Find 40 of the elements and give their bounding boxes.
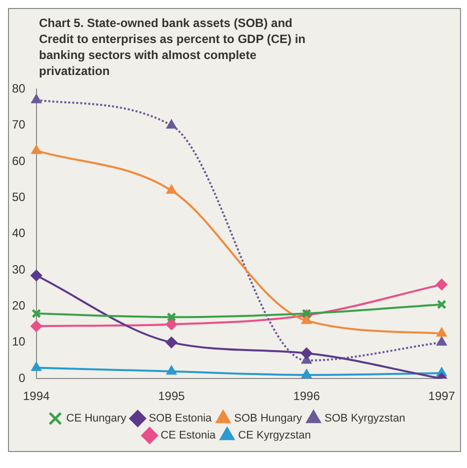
point	[30, 270, 42, 282]
legend-label: CE Kyrgyzstan	[238, 430, 311, 442]
x-tick-label: 1997	[428, 389, 456, 404]
point	[166, 184, 177, 194]
point	[300, 348, 312, 360]
point	[301, 369, 312, 378]
y-tick-label: 0	[18, 370, 26, 385]
point	[31, 144, 42, 154]
legend-label: SOB Kyrgyzstan	[324, 412, 406, 425]
legend-label: CE Hungary	[66, 412, 127, 425]
point	[436, 300, 446, 310]
point	[166, 366, 177, 375]
legend-label: CE Estonia	[160, 430, 217, 442]
point	[166, 318, 178, 330]
point	[301, 314, 312, 324]
point	[436, 278, 448, 290]
chart-title: Chart 5. State-owned bank assets (SOB) and Credit to enterprises as percent to GDP (CE) in banking sectors with almost complete privatization	[38, 15, 307, 79]
x-tick-label: 1995	[158, 389, 186, 404]
y-tick-label: 80	[12, 82, 26, 96]
point	[31, 362, 42, 371]
y-tick-label: 70	[12, 118, 26, 132]
y-tick-label: 30	[12, 262, 26, 276]
point	[436, 328, 447, 337]
x-tick-label: 1996	[293, 389, 320, 404]
point	[436, 336, 447, 346]
y-tick-label: 50	[12, 190, 26, 204]
x-tick-label: 1994	[22, 389, 50, 404]
point	[32, 308, 42, 318]
point	[30, 320, 42, 332]
y-tick-label: 20	[12, 298, 26, 313]
legend-label: SOB Estonia	[148, 412, 213, 425]
y-tick-label: 40	[12, 226, 26, 240]
legend-label: SOB Hungary	[234, 412, 303, 425]
point	[31, 94, 42, 104]
point	[302, 308, 312, 318]
y-tick-label: 10	[12, 334, 26, 349]
point	[166, 336, 178, 348]
y-tick-label: 60	[12, 154, 26, 168]
point	[166, 120, 177, 129]
point	[166, 312, 176, 322]
